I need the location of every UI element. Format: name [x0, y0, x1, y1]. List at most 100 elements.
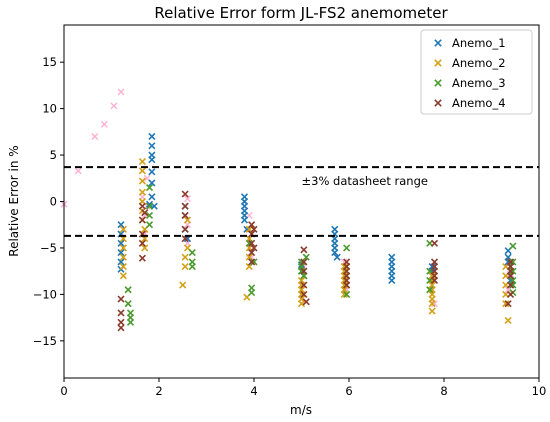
legend-box: [420, 29, 533, 115]
faint-data-point: [110, 102, 118, 110]
y-tick-label: 15: [42, 55, 57, 69]
data-point-anemo_4: [250, 244, 258, 252]
data-point-anemo_4: [117, 318, 125, 326]
data-point-anemo_4: [117, 295, 125, 303]
data-point-anemo_4: [300, 290, 308, 298]
data-point-anemo_3: [124, 300, 132, 308]
data-point-anemo_1: [333, 253, 341, 261]
data-point-anemo_4: [138, 216, 146, 224]
data-point-anemo_3: [188, 262, 196, 271]
data-point-anemo_3: [509, 258, 517, 266]
data-point-anemo_1: [148, 132, 156, 141]
datasheet-range-annotation: ±3% datasheet range: [302, 174, 428, 188]
data-point-anemo_2: [183, 216, 192, 224]
data-point-anemo_4: [181, 211, 189, 219]
data-point-anemo_4: [430, 239, 439, 247]
y-tick-label: 0: [50, 195, 57, 209]
faint-data-point: [100, 120, 108, 128]
data-point-anemo_3: [250, 258, 258, 266]
plot-area: [60, 88, 539, 332]
data-point-anemo_4: [250, 225, 258, 233]
x-tick-label: 4: [250, 384, 257, 398]
data-point-anemo_3: [509, 242, 517, 250]
y-tick-label: −10: [33, 287, 57, 301]
data-point-anemo_4: [504, 300, 512, 308]
legend-label: Anemo_1: [452, 36, 506, 50]
data-point-anemo_1: [145, 200, 154, 208]
legend-marker-anemo_3: [434, 79, 442, 87]
data-point-anemo_3: [145, 202, 154, 210]
faint-data-point: [91, 132, 99, 140]
data-point-anemo_4: [181, 202, 189, 210]
data-point-anemo_2: [119, 253, 127, 261]
x-tick-label: 8: [440, 384, 447, 398]
data-point-anemo_3: [343, 290, 351, 298]
data-point-anemo_2: [119, 272, 127, 280]
data-point-anemo_4: [506, 281, 515, 289]
data-point-anemo_1: [148, 168, 156, 176]
data-point-anemo_3: [145, 221, 154, 229]
data-point-anemo_4: [181, 190, 189, 198]
data-point-anemo_3: [426, 286, 434, 294]
data-point-anemo_3: [145, 184, 154, 192]
data-point-anemo_4: [300, 281, 308, 289]
legend-label: Anemo_2: [452, 56, 506, 70]
y-tick-label: −5: [40, 241, 57, 255]
x-tick-label: 0: [60, 384, 67, 398]
legend: Anemo_1 Anemo_2 Anemo_3 Anemo_4: [420, 29, 533, 115]
data-point-anemo_3: [145, 211, 154, 219]
x-axis-label: m/s: [290, 403, 312, 417]
legend-marker-anemo_4: [434, 99, 442, 107]
data-point-anemo_3: [509, 281, 517, 289]
data-point-anemo_2: [119, 244, 127, 252]
data-point-anemo_2: [119, 225, 127, 233]
faint-data-point: [74, 167, 82, 175]
data-point-anemo_1: [148, 193, 156, 201]
data-point-anemo_4: [248, 221, 256, 229]
data-point-anemo_3: [302, 253, 310, 261]
data-point-anemo_1: [117, 239, 125, 247]
y-tick-label: 10: [42, 102, 57, 116]
data-point-anemo_1: [117, 221, 125, 229]
y-axis-label: Relative Error in %: [7, 145, 21, 256]
faint-data-point: [184, 195, 191, 203]
faint-data-point: [117, 88, 125, 96]
data-point-anemo_2: [504, 316, 512, 324]
data-point-anemo_2: [502, 300, 510, 308]
data-point-anemo_4: [343, 281, 351, 289]
data-point-anemo_4: [248, 239, 256, 247]
y-axis: −15 −10 −5 0 5 10 15: [33, 55, 64, 348]
data-point-anemo_4: [248, 258, 256, 266]
data-point-anemo_3: [248, 288, 256, 297]
x-tick-label: 2: [155, 384, 162, 398]
data-point-anemo_3: [297, 267, 306, 275]
data-point-anemo_2: [141, 244, 149, 252]
y-tick-label: −15: [33, 334, 57, 348]
data-point-anemo_1: [117, 249, 125, 257]
data-point-anemo_4: [300, 258, 308, 266]
data-point-anemo_2: [119, 262, 127, 271]
data-point-anemo_4: [300, 246, 308, 254]
y-tick-label: 5: [50, 148, 57, 162]
data-point-anemo_3: [126, 318, 135, 326]
data-point-anemo_3: [188, 249, 196, 257]
data-point-anemo_2: [340, 290, 348, 298]
data-point-anemo_3: [509, 267, 517, 275]
data-point-anemo_1: [148, 142, 156, 150]
x-tick-label: 6: [345, 384, 352, 398]
data-point-anemo_1: [331, 249, 339, 257]
data-point-anemo_1: [388, 276, 396, 285]
data-point-anemo_1: [148, 151, 156, 159]
data-point-anemo_3: [124, 286, 132, 294]
data-point-anemo_4: [117, 324, 125, 332]
data-point-anemo_4: [248, 249, 256, 257]
data-point-anemo_2: [138, 177, 146, 185]
legend-label: Anemo_4: [452, 96, 506, 110]
data-point-anemo_2: [179, 281, 187, 289]
data-point-anemo_4: [300, 267, 308, 275]
data-point-anemo_4: [141, 209, 149, 217]
data-point-anemo_4: [302, 298, 310, 306]
data-point-anemo_4: [138, 202, 146, 210]
data-point-anemo_2: [138, 157, 146, 166]
